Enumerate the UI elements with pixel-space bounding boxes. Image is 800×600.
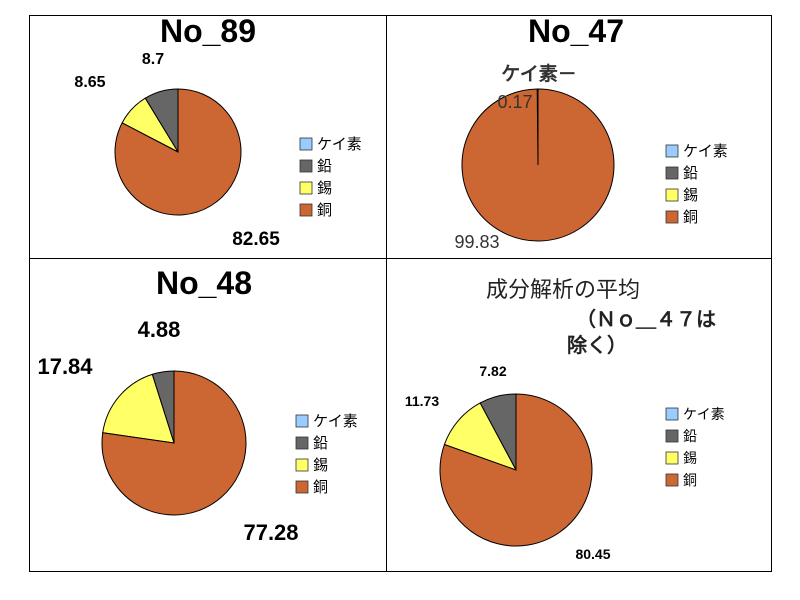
legend-label: 鉛 xyxy=(683,164,698,182)
legend-swatch xyxy=(295,458,309,472)
slice-dou xyxy=(114,88,242,216)
data-label-dou: 77.28 xyxy=(243,520,298,545)
data-label-namari: 8.7 xyxy=(142,51,164,68)
panel-average: 成分解析の平均 （Ｎｏ＿４７は 除く） 7.82 11.73 80.45 ケイ素… xyxy=(405,278,725,562)
slice-dou xyxy=(101,370,247,516)
legend-label: 銅 xyxy=(313,478,328,496)
legend-swatch xyxy=(299,203,313,217)
legend-swatch xyxy=(665,451,679,465)
legend-item-suzu: 錫 xyxy=(299,179,332,197)
legend-item-keiso: ケイ素 xyxy=(299,135,362,153)
legend-label: 銅 xyxy=(317,201,332,219)
data-label-keiso: 0.17 xyxy=(497,92,532,112)
chart-title: No_47 xyxy=(528,13,624,49)
legend-item-namari: 鉛 xyxy=(299,157,332,175)
legend-swatch xyxy=(299,159,313,173)
legend-item-suzu: 錫 xyxy=(665,451,697,467)
legend-label: ケイ素 xyxy=(313,412,358,430)
slice-suzu xyxy=(102,373,175,444)
legend-item-dou: 銅 xyxy=(299,201,332,219)
legend-label: ケイ素 xyxy=(683,407,725,423)
data-label-dou: 99.83 xyxy=(454,232,499,252)
chart-title: No_48 xyxy=(156,265,252,301)
data-label-namari: 7.82 xyxy=(479,363,506,379)
frame-outer xyxy=(29,15,772,572)
data-label-namari: 4.88 xyxy=(138,317,181,342)
legend-item-keiso: ケイ素 xyxy=(665,142,728,160)
legend-label: 錫 xyxy=(317,179,332,197)
chart-subtitle-line-2: 除く） xyxy=(567,333,627,357)
data-label-suzu: 11.73 xyxy=(405,393,439,409)
legend-item-keiso: ケイ素 xyxy=(295,412,358,430)
legend-swatch xyxy=(299,181,313,195)
slice-dou xyxy=(461,88,615,242)
legend-swatch xyxy=(665,188,679,202)
chart-subtitle-line-1: （Ｎｏ＿４７は xyxy=(576,307,716,331)
chart-title: 成分解析の平均 xyxy=(486,278,640,303)
legend-label: 錫 xyxy=(683,186,698,204)
pie xyxy=(101,370,247,516)
legend-label: 銅 xyxy=(683,473,697,489)
legend-item-namari: 鉛 xyxy=(665,429,697,445)
legend-label: 鉛 xyxy=(317,157,332,175)
legend-item-namari: 鉛 xyxy=(665,164,698,182)
data-label-dou: 82.65 xyxy=(232,229,280,250)
legend-swatch xyxy=(665,210,679,224)
legend-swatch xyxy=(665,166,679,180)
legend-item-namari: 鉛 xyxy=(295,434,328,452)
legend-item-dou: 銅 xyxy=(665,208,698,226)
chart-title: No_89 xyxy=(160,13,256,49)
pie xyxy=(114,88,242,216)
legend-label: ケイ素 xyxy=(317,135,362,153)
pie xyxy=(461,88,615,242)
legend-item-suzu: 錫 xyxy=(295,456,328,474)
legend-label: 鉛 xyxy=(313,434,328,452)
legend-label: 錫 xyxy=(683,451,697,467)
data-label-suzu: 8.65 xyxy=(74,74,105,91)
legend-item-keiso: ケイ素 xyxy=(665,407,725,423)
legend-swatch xyxy=(665,144,679,158)
legend-item-dou: 銅 xyxy=(665,473,697,489)
legend-item-suzu: 錫 xyxy=(665,186,698,204)
panel-frame xyxy=(29,15,772,572)
pie xyxy=(439,393,593,547)
annotation-keiso: ケイ素－ xyxy=(501,62,577,85)
legend-label: 銅 xyxy=(683,208,698,226)
legend-swatch xyxy=(299,137,313,151)
legend-swatch xyxy=(665,429,679,443)
legend-label: 鉛 xyxy=(683,429,697,445)
legend-label: ケイ素 xyxy=(683,142,728,160)
legend-swatch xyxy=(295,436,309,450)
legend-item-dou: 銅 xyxy=(295,478,328,496)
legend-swatch xyxy=(295,480,309,494)
data-label-dou: 80.45 xyxy=(575,546,610,562)
legend-label: 錫 xyxy=(313,456,328,474)
legend-swatch xyxy=(665,407,679,421)
legend-swatch xyxy=(295,414,309,428)
legend-swatch xyxy=(665,473,679,487)
data-label-suzu: 17.84 xyxy=(37,354,93,379)
slice-dou xyxy=(439,393,593,547)
